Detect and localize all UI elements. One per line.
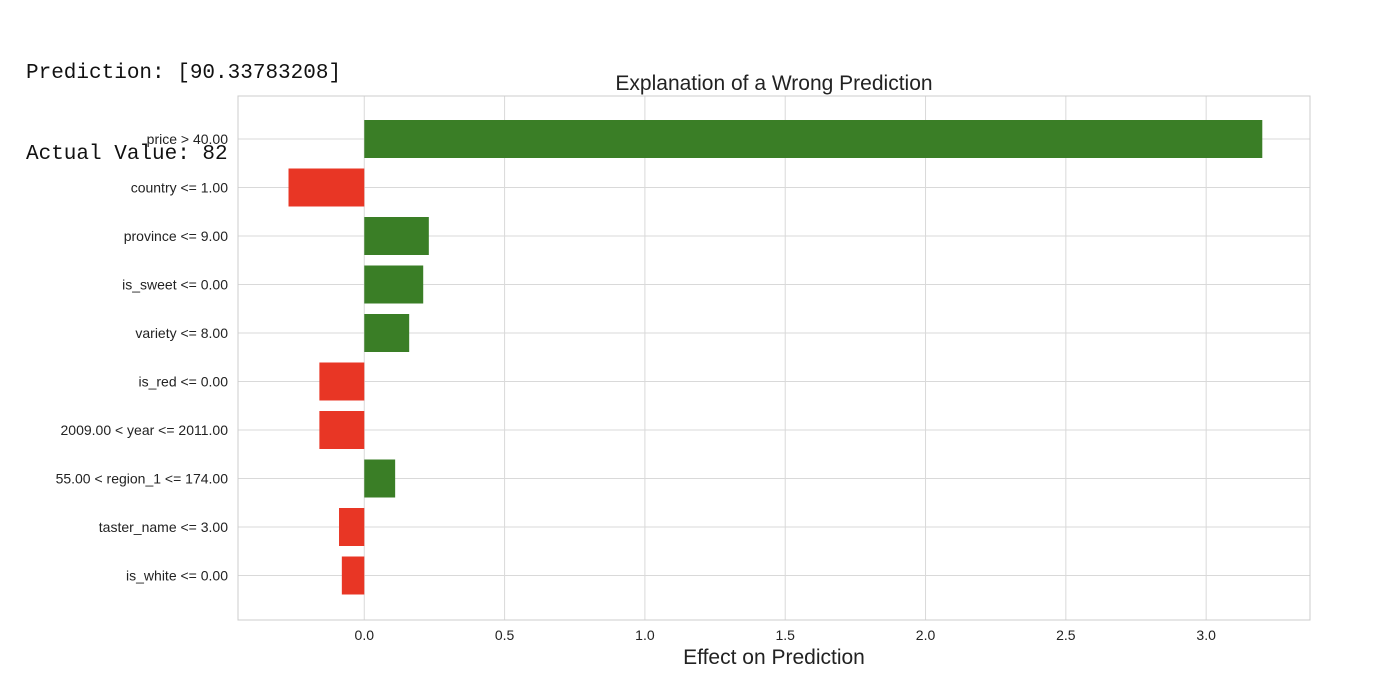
bar-negative <box>339 508 365 546</box>
y-tick-label: 55.00 < region_1 <= 174.00 <box>56 471 229 487</box>
output-text: Prediction: [90.33783208] Actual Value: … <box>26 6 341 195</box>
y-tick-label: is_red <= 0.00 <box>138 374 228 390</box>
bar-negative <box>288 168 365 207</box>
bars <box>288 120 1263 595</box>
bar-negative <box>341 556 365 595</box>
x-tick-label: 3.0 <box>1196 627 1216 643</box>
y-tick-label: variety <= 8.00 <box>135 325 228 341</box>
bar-negative <box>319 362 365 401</box>
bar-positive <box>364 120 1263 158</box>
x-tick-label: 1.5 <box>775 627 795 643</box>
plot-frame <box>237 95 1311 621</box>
bar-positive <box>364 459 396 498</box>
x-tick-label: 1.0 <box>635 627 655 643</box>
x-axis-label: Effect on Prediction <box>683 646 865 669</box>
x-tick-label: 2.5 <box>1056 627 1076 643</box>
y-tick-label: country <= 1.00 <box>131 180 229 196</box>
y-tick-label: is_white <= 0.00 <box>126 568 228 584</box>
chart-title: Explanation of a Wrong Prediction <box>615 72 932 95</box>
y-tick-label: 2009.00 < year <= 2011.00 <box>61 422 229 438</box>
bar-negative <box>319 411 365 449</box>
grid <box>238 96 1310 620</box>
prediction-line: Prediction: [90.33783208] <box>26 62 342 85</box>
bar-positive <box>364 217 429 255</box>
bar-positive <box>364 265 424 304</box>
bar-positive <box>364 314 410 352</box>
x-tick-label: 0.5 <box>495 627 515 643</box>
y-tick-labels: price > 40.00 country <= 1.00 province <= … <box>56 131 229 584</box>
actual-value-line: Actual Value: 82 <box>26 143 228 166</box>
y-tick-label: taster_name <= 3.00 <box>99 519 228 535</box>
y-tick-label: is_sweet <= 0.00 <box>122 277 228 293</box>
y-tick-label: price > 40.00 <box>147 131 229 147</box>
x-tick-labels: 0.0 0.5 1.0 1.5 2.0 2.5 3.0 <box>355 627 1217 643</box>
y-tick-label: province <= 9.00 <box>124 228 229 244</box>
x-tick-label: 0.0 <box>355 627 375 643</box>
x-tick-label: 2.0 <box>916 627 936 643</box>
